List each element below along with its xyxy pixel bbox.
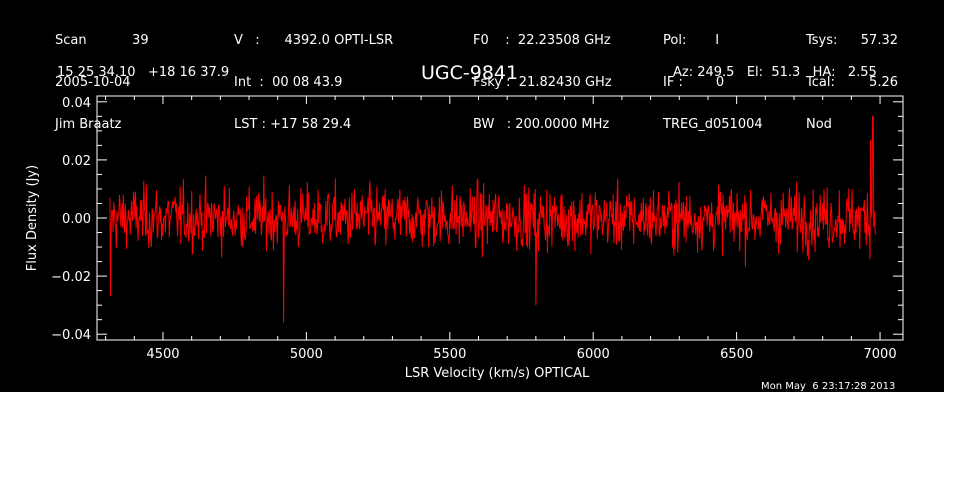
spectrum-chart: 4500 5000 5500 6000 6500 7000 −0.04 −0.02 0.00 0.… xyxy=(25,95,904,381)
az-el-ha: Az: 249.5 El: 51.3 HA: 2.55 xyxy=(673,65,877,80)
spectrum-line xyxy=(109,115,877,323)
system-temp-values: 57.32 5.26 xyxy=(846,6,898,146)
tcal-value: 5.26 xyxy=(869,75,898,90)
tsys-label: Tsys: xyxy=(806,33,838,48)
spectrum-display: Scan 39 2005-10-04 Jim Braatz V : 4392.0… xyxy=(0,0,944,392)
x-tick-label: 5500 xyxy=(433,347,466,362)
source-name: UGC-9841 xyxy=(421,62,519,84)
scan-number: Scan 39 xyxy=(55,33,149,48)
y-axis-label: Flux Density (Jy) xyxy=(25,165,40,271)
velocity-value: V : 4392.0 OPTI-LSR xyxy=(234,33,394,48)
system-temp-labels: Tsys: Tcal: Nod xyxy=(806,6,837,160)
x-tick-label: 6000 xyxy=(577,347,610,362)
observation-date: 2005-10-04 xyxy=(55,75,131,90)
scan-info: Scan 39 2005-10-04 Jim Braatz xyxy=(55,6,149,160)
plot-timestamp: Mon May 6 23:17:28 2013 xyxy=(761,381,896,392)
lst-value: LST : +17 58 29.4 xyxy=(234,117,352,132)
tsys-value: 57.32 xyxy=(860,33,898,48)
x-axis-label: LSR Velocity (km/s) OPTICAL xyxy=(405,366,590,381)
polarization-info: Pol: I IF : 0 TREG_d051004 xyxy=(663,6,763,160)
y-tick-label: 0.00 xyxy=(62,212,91,227)
procedure-name: TREG_d051004 xyxy=(663,117,763,132)
x-tick-label: 5000 xyxy=(290,347,323,362)
integration-time: Int : 00 08 43.9 xyxy=(234,75,343,90)
plot-axes: 4500 5000 5500 6000 6500 7000 −0.04 −0.02 0.00 0.… xyxy=(51,96,903,362)
tcal-label: Tcal: xyxy=(806,75,835,90)
velocity-info: V : 4392.0 OPTI-LSR Int : 00 08 43.9 LST… xyxy=(234,6,393,160)
rest-frequency: F0 : 22.23508 GHz xyxy=(473,33,611,48)
x-tick-label: 7000 xyxy=(864,347,897,362)
x-tick-label: 4500 xyxy=(146,347,179,362)
polarization: Pol: I xyxy=(663,33,720,48)
y-tick-label: −0.02 xyxy=(51,270,91,285)
y-tick-label: −0.04 xyxy=(51,328,91,343)
spectrum-trace xyxy=(109,115,877,323)
source-coordinates: 15 25 34.10 +18 16 37.9 xyxy=(57,65,230,80)
bandwidth: BW : 200.0000 MHz xyxy=(473,117,610,132)
sky-frequency: Fsky : 21.82430 GHz xyxy=(473,75,612,90)
nod-label: Nod xyxy=(806,117,832,132)
y-tick-label: 0.02 xyxy=(62,154,91,169)
y-tick-label: 0.04 xyxy=(62,96,91,111)
x-tick-label: 6500 xyxy=(720,347,753,362)
observer-name: Jim Braatz xyxy=(55,117,122,132)
frequency-info: F0 : 22.23508 GHz Fsky : 21.82430 GHz BW… xyxy=(473,6,612,160)
if-number: IF : 0 xyxy=(663,75,725,90)
